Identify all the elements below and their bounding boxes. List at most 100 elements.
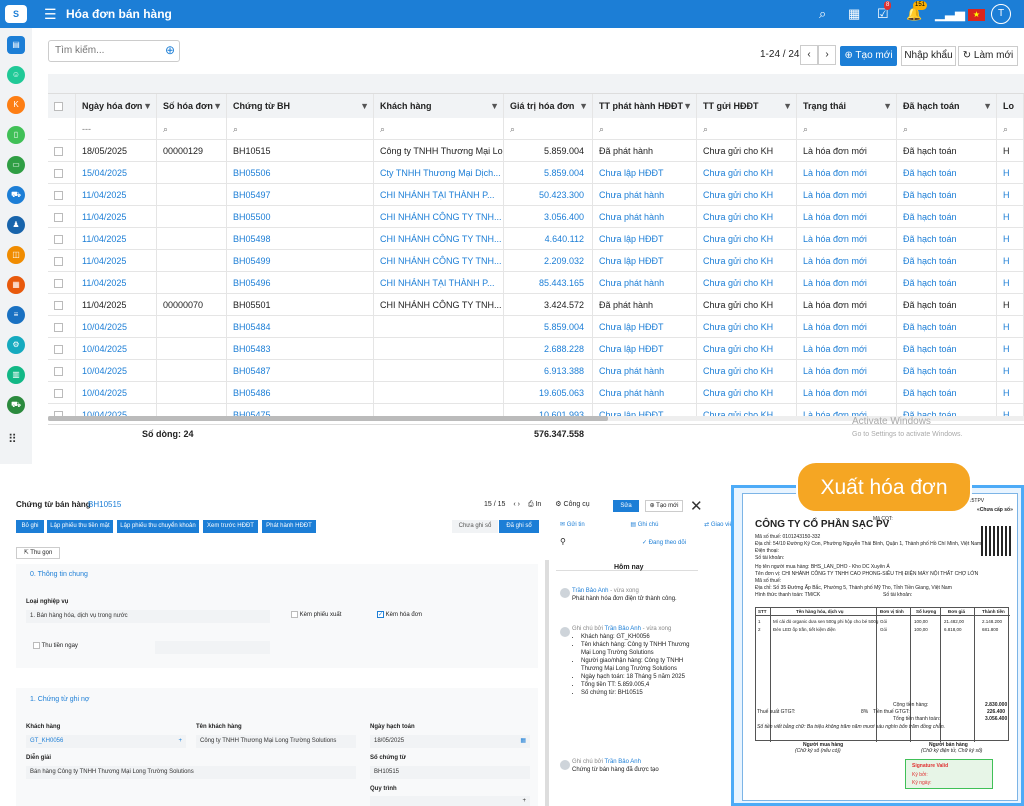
next-page-button[interactable]: ›	[818, 45, 836, 65]
row-checkbox[interactable]	[48, 294, 76, 316]
search-icon[interactable]: ⌕	[897, 118, 997, 140]
select-all-checkbox[interactable]	[48, 94, 76, 118]
table-row[interactable]: 10/04/2025 BH05487 6.913.388 Chưa phát hành…	[48, 360, 1024, 382]
sidebar-users-icon[interactable]: ☺	[7, 66, 25, 84]
cell-doc[interactable]: BH05499	[227, 250, 374, 272]
collapse-button[interactable]: ⇱ Thu gọn	[16, 547, 60, 559]
bell-icon[interactable]: 🔔 151	[906, 1, 928, 21]
note-author[interactable]: Trần Bảo Anh	[604, 759, 641, 765]
unpost-button[interactable]: Bỏ ghi	[16, 520, 44, 533]
with-invoice-checkbox[interactable]: ✓ Kèm hóa đơn	[377, 611, 422, 619]
general-info-heading[interactable]: 0. Thông tin chung	[30, 571, 88, 578]
filter-icon[interactable]: ▼	[213, 101, 222, 111]
col-invoice-number[interactable]: Số hóa đơn ▼	[157, 94, 227, 118]
table-row[interactable]: 11/04/2025 00000070 BH05501 CHI NHÁNH CÔNG …	[48, 294, 1024, 316]
transfer-receipt-button[interactable]: Lập phiếu thu chuyển khoản	[117, 520, 199, 533]
table-row[interactable]: 11/04/2025 BH05498 CHI NHÁNH CÔNG TY TNH..…	[48, 228, 1024, 250]
cell-doc[interactable]: BH05486	[227, 382, 374, 404]
search-zoom-icon[interactable]: ⊕	[164, 43, 175, 57]
cell-doc[interactable]: BH05475	[227, 404, 374, 421]
language-flag-icon[interactable]: ★	[968, 9, 985, 21]
doc-number-field[interactable]: BH10515	[370, 766, 530, 779]
row-checkbox[interactable]	[48, 316, 76, 338]
sidebar-kpi-icon[interactable]: K	[7, 96, 25, 114]
sidebar-calendar-icon[interactable]: ▦	[7, 276, 25, 294]
sidebar-calc-icon[interactable]: ▥	[7, 366, 25, 384]
sidebar-report-icon[interactable]: ≡	[7, 306, 25, 324]
detail-new-button[interactable]: ⊕ Tạo mới	[645, 500, 683, 512]
acc-date-field[interactable]: 18/05/2025 ▦	[370, 735, 530, 748]
reload-button[interactable]: ↻ Làm mới	[958, 46, 1018, 66]
signal-icon[interactable]: ▁▃▅	[935, 6, 965, 21]
table-row[interactable]: 10/04/2025 BH05486 19.605.063 Chưa phát hàn…	[48, 382, 1024, 404]
search-icon[interactable]: ⌕	[504, 118, 593, 140]
sidebar-monitor-icon[interactable]: ▭	[7, 156, 25, 174]
app-logo[interactable]: S	[5, 5, 27, 23]
menu-icon[interactable]: ☰	[44, 6, 57, 22]
filter-icon[interactable]: ▼	[360, 101, 369, 111]
import-button[interactable]: Nhập khẩu	[901, 46, 956, 66]
date-filter-input[interactable]: ---	[76, 118, 157, 140]
prev-icon[interactable]: ‹ ›	[513, 501, 520, 508]
col-lo[interactable]: Lo	[997, 94, 1024, 118]
col-accounted[interactable]: Đã hạch toán ▼	[897, 94, 997, 118]
sidebar-bag-icon[interactable]: ◫	[7, 246, 25, 264]
search-icon[interactable]: ⌕	[797, 118, 897, 140]
sidebar-truck-icon[interactable]: ⛟	[7, 396, 25, 414]
collect-now-field[interactable]	[155, 641, 270, 654]
row-checkbox[interactable]	[48, 338, 76, 360]
table-row[interactable]: 11/04/2025 BH05500 CHI NHÁNH CÔNG TY TNH..…	[48, 206, 1024, 228]
process-field[interactable]: +	[370, 796, 530, 806]
filter-icon[interactable]: ▼	[783, 101, 792, 111]
tools-button[interactable]: ⚙ Công cụ	[555, 501, 590, 508]
sidebar-cart-icon[interactable]: ⛟	[7, 186, 25, 204]
calendar-icon[interactable]: ▦	[848, 6, 861, 21]
col-issue-status[interactable]: TT phát hành HĐĐT ▼	[593, 94, 697, 118]
search-icon[interactable]: ⌕	[593, 118, 697, 140]
col-send-status[interactable]: TT gửi HĐĐT ▼	[697, 94, 797, 118]
col-invoice-date[interactable]: Ngày hóa đơn ▼	[76, 94, 157, 118]
horizontal-scroll-thumb[interactable]	[48, 416, 608, 421]
filter-icon[interactable]: ▼	[579, 101, 588, 111]
filter-icon[interactable]: ▼	[490, 101, 499, 111]
cell-doc[interactable]: BH05501	[227, 294, 374, 316]
filter-icon[interactable]: ▼	[143, 101, 152, 111]
message-author[interactable]: Trần Bảo Anh	[572, 588, 609, 594]
row-checkbox[interactable]	[48, 162, 76, 184]
sidebar-process-icon[interactable]: ⚙	[7, 336, 25, 354]
row-checkbox[interactable]	[48, 140, 76, 162]
print-button[interactable]: ⎙ In	[527, 501, 542, 508]
search-icon[interactable]: ⌕	[227, 118, 374, 140]
cell-doc[interactable]: BH05498	[227, 228, 374, 250]
cash-receipt-button[interactable]: Lập phiếu thu tiền mặt	[47, 520, 113, 533]
prev-page-button[interactable]: ‹	[800, 45, 818, 65]
cell-doc[interactable]: BH05497	[227, 184, 374, 206]
edit-button[interactable]: Sửa	[613, 500, 639, 512]
filter-icon[interactable]: ▼	[983, 101, 992, 111]
cell-doc[interactable]: BH05487	[227, 360, 374, 382]
collect-now-checkbox[interactable]: Thu tiền ngay	[33, 642, 78, 649]
table-row[interactable]: 11/04/2025 BH05496 CHI NHÁNH TẠI THÀNH P..…	[48, 272, 1024, 294]
search-input[interactable]: Tìm kiếm... ⊕	[48, 40, 180, 62]
table-row[interactable]: 18/05/2025 00000129 BH10515 Công ty TNHH Th…	[48, 140, 1024, 162]
filter-icon[interactable]: ▼	[883, 101, 892, 111]
search-icon[interactable]: ⌕	[157, 118, 227, 140]
search-icon[interactable]: ⌕	[374, 118, 504, 140]
search-icon[interactable]: ⌕	[697, 118, 797, 140]
customer-field[interactable]: GT_KH0056 +	[26, 735, 186, 748]
row-checkbox[interactable]	[48, 360, 76, 382]
with-receipt-checkbox[interactable]: Kèm phiếu xuất	[291, 611, 341, 618]
row-checkbox[interactable]	[48, 272, 76, 294]
apps-grid-icon[interactable]: ⠿	[8, 432, 17, 446]
sidebar-document-icon[interactable]: ▯	[7, 126, 25, 144]
cell-doc[interactable]: BH05500	[227, 206, 374, 228]
row-checkbox[interactable]	[48, 228, 76, 250]
row-checkbox[interactable]	[48, 206, 76, 228]
description-field[interactable]: Bán hàng Công ty TNHH Thương Mại Long Tr…	[26, 766, 356, 779]
cell-doc[interactable]: BH10515	[227, 140, 374, 162]
tab-assign[interactable]: ⇄ Giao việc	[704, 522, 736, 528]
cell-doc[interactable]: BH05496	[227, 272, 374, 294]
debit-doc-heading[interactable]: 1. Chứng từ ghi nợ	[30, 696, 90, 703]
sidebar-org-icon[interactable]: ♟	[7, 216, 25, 234]
sidebar-dashboard-icon[interactable]: ▤	[7, 36, 25, 54]
